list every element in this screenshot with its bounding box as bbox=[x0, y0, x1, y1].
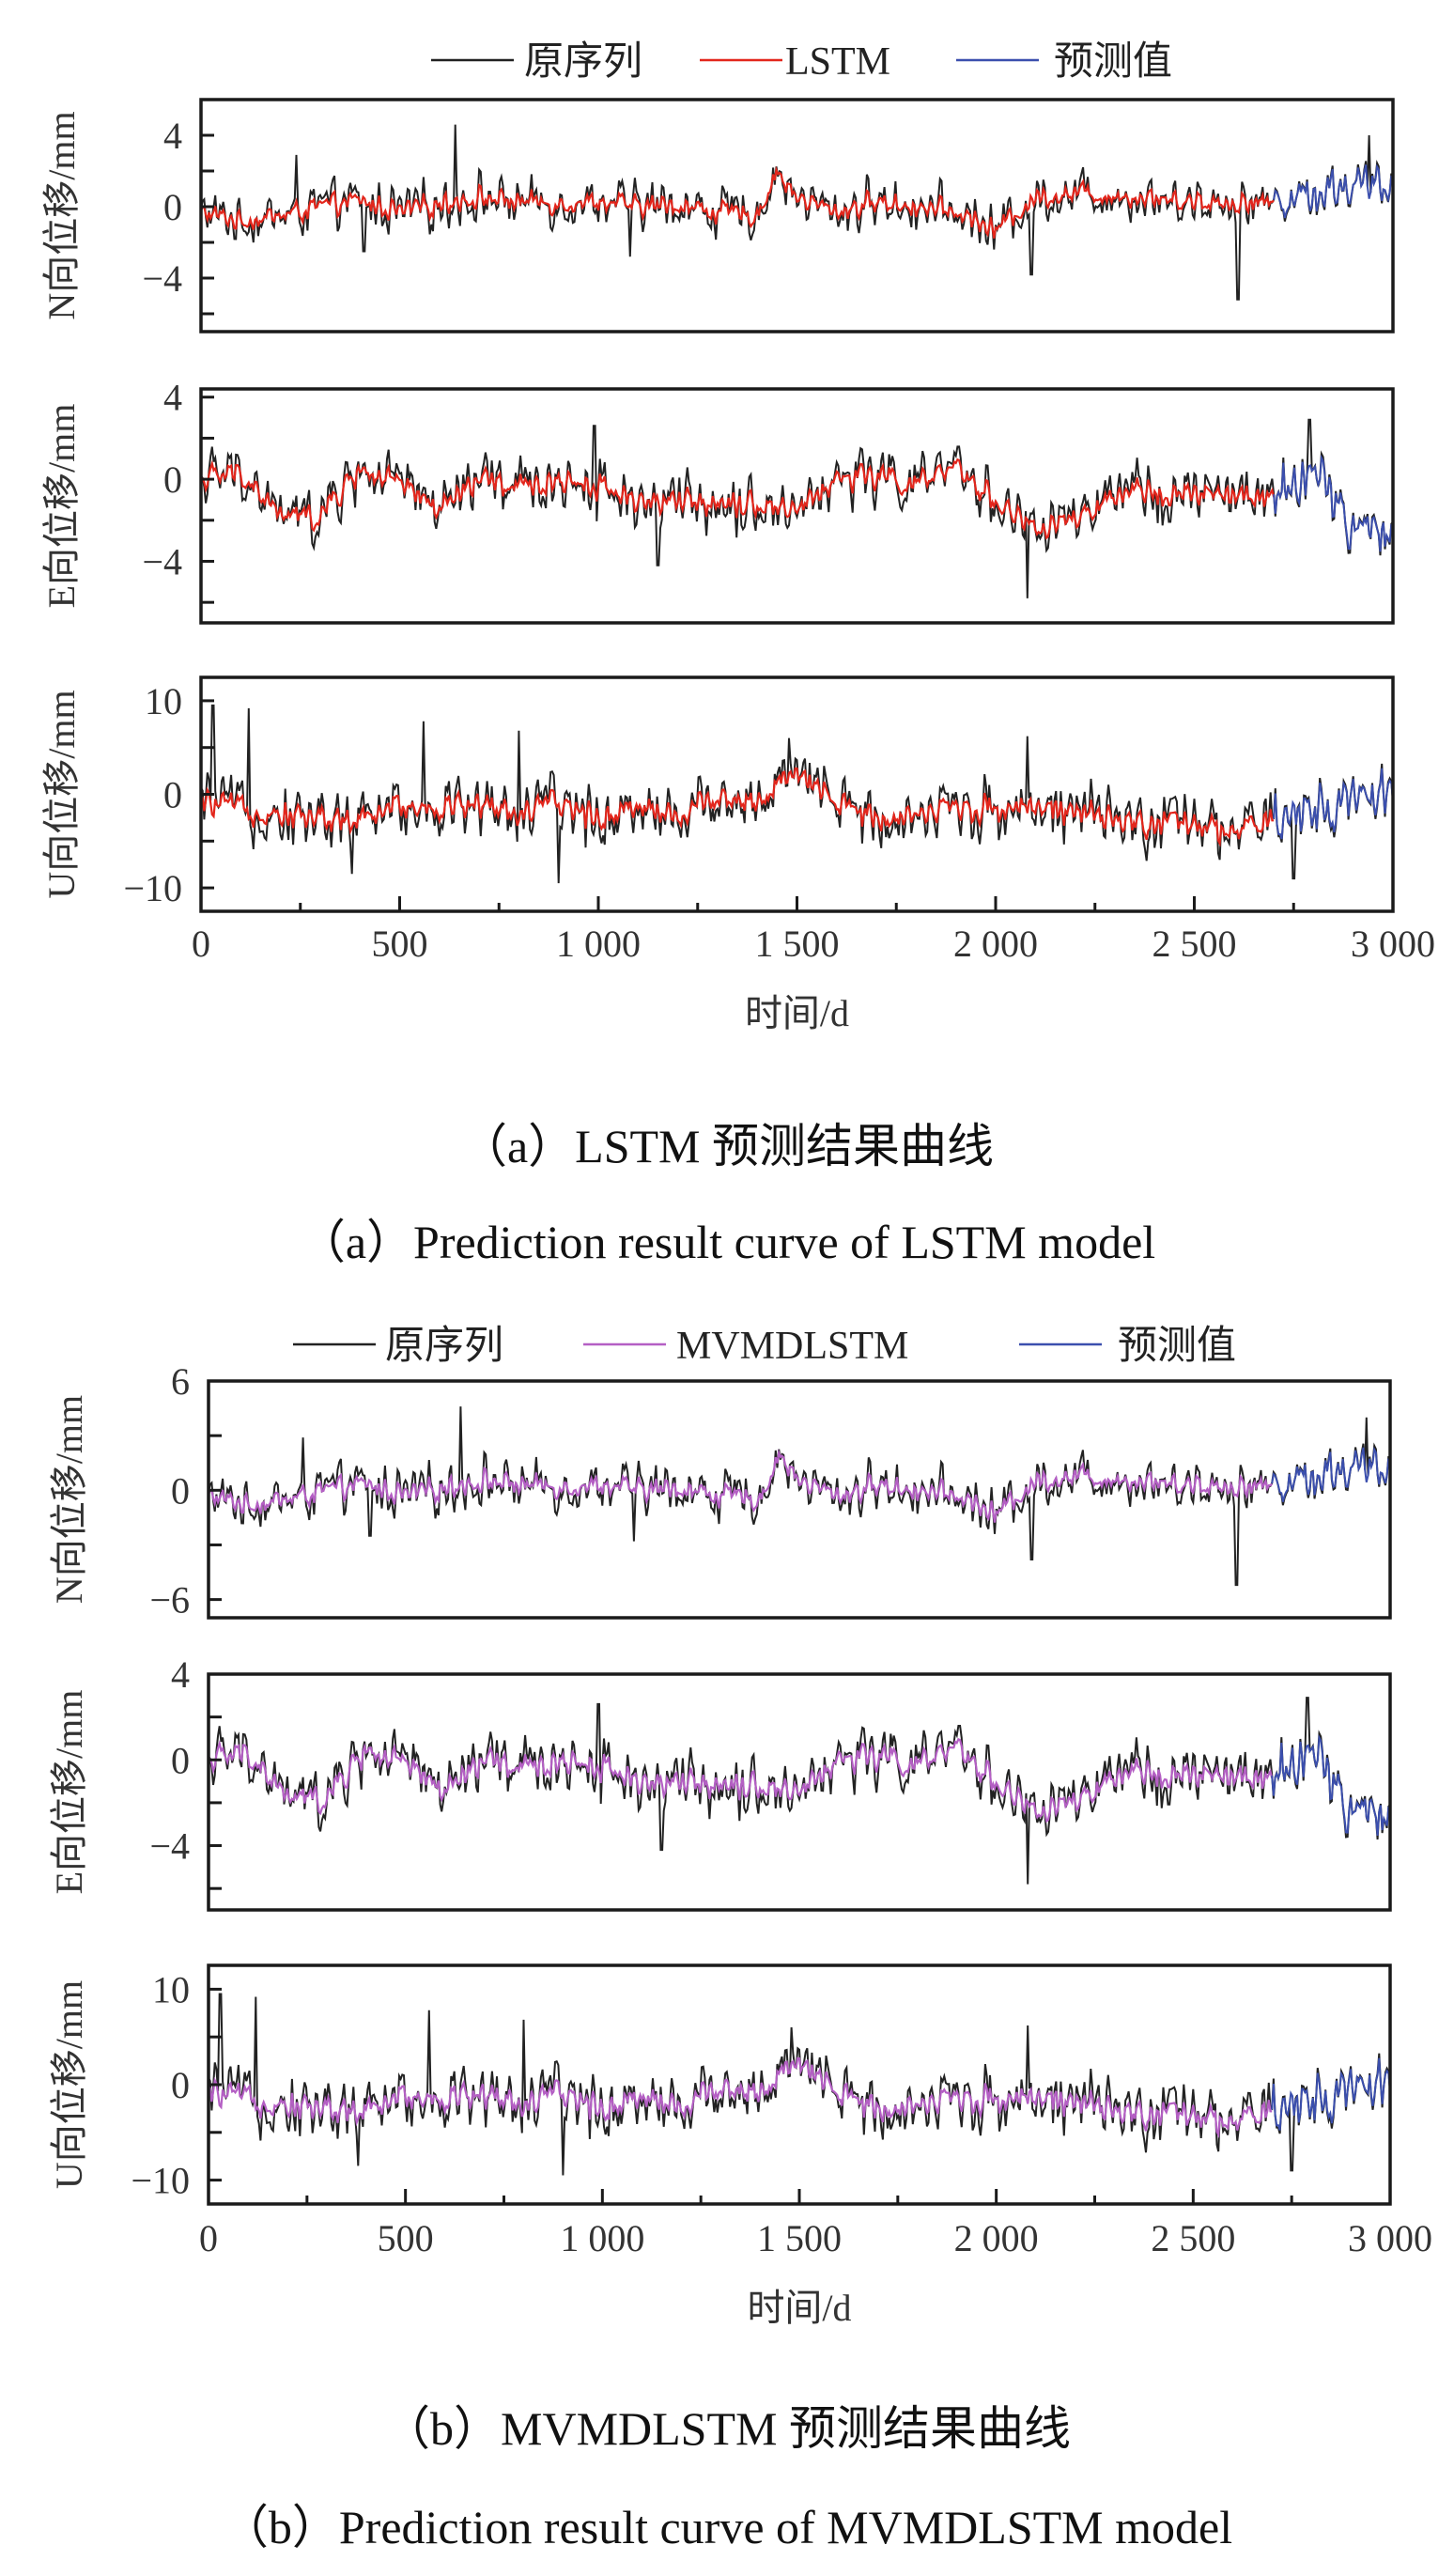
x-axis-label: 时间/d bbox=[747, 2287, 851, 2329]
series-prediction bbox=[1271, 2057, 1390, 2131]
series-original bbox=[209, 1697, 1390, 1885]
x-tick-label: 3 000 bbox=[1348, 2217, 1432, 2259]
caption-a-cn: （a）LSTM 预测结果曲线 bbox=[459, 1120, 995, 1172]
series-original bbox=[201, 124, 1393, 301]
legend-label: 预测值 bbox=[1054, 40, 1172, 84]
series-group bbox=[209, 1697, 1390, 1885]
x-tick-label: 2 500 bbox=[1151, 2217, 1235, 2259]
legend-item: 预测值 bbox=[956, 40, 1172, 84]
y-tick-label: −6 bbox=[149, 1579, 190, 1622]
chart-figure-a: 原序列 LSTM 预测值−404N向位移/mm−404E向位移/mm−10010U向… bbox=[40, 40, 1435, 1034]
legend-item: 原序列 bbox=[293, 1325, 503, 1368]
legend: 原序列 LSTM 预测值 bbox=[431, 40, 1172, 84]
plot-frame bbox=[199, 387, 1395, 625]
panel-e: −4 0 4 E向位移/mm bbox=[48, 1653, 1392, 1912]
series-model bbox=[209, 1449, 1273, 1523]
legend: 原序列 MVMDLSTM 预测值 bbox=[293, 1325, 1236, 1368]
series-group bbox=[209, 1993, 1390, 2176]
x-tick-label: 1 500 bbox=[755, 923, 840, 965]
y-tick-label: −10 bbox=[123, 867, 182, 909]
y-tick-label: 4 bbox=[163, 377, 182, 419]
x-tick-label: 1 000 bbox=[560, 2217, 644, 2259]
series-group bbox=[209, 1406, 1390, 1587]
legend-item: 原序列 bbox=[431, 40, 642, 84]
x-axis-label: 时间/d bbox=[745, 992, 849, 1034]
x-tick-label: 2 000 bbox=[954, 2217, 1039, 2259]
x-tick-label: 1 000 bbox=[556, 923, 641, 965]
series-group bbox=[201, 418, 1393, 598]
series-original bbox=[209, 1993, 1390, 2176]
x-tick-label: 1 500 bbox=[757, 2217, 842, 2259]
plot-frame bbox=[207, 1672, 1392, 1912]
y-axis-label: E向位移/mm bbox=[48, 1690, 90, 1895]
series-model bbox=[201, 458, 1276, 540]
series-prediction bbox=[1271, 1446, 1390, 1502]
series-original bbox=[209, 1406, 1390, 1587]
y-tick-label: −4 bbox=[142, 540, 182, 582]
legend-label: LSTM bbox=[785, 40, 890, 84]
y-tick-label: 0 bbox=[163, 458, 182, 501]
y-tick-label: −4 bbox=[142, 257, 182, 300]
legend-item: 预测值 bbox=[1019, 1325, 1236, 1368]
chart-figure-b: 原序列 MVMDLSTM 预测值−606N向位移/mm−404E向位移/mm−100… bbox=[48, 1325, 1432, 2329]
legend-item: LSTM bbox=[700, 40, 890, 84]
y-tick-label: 0 bbox=[163, 186, 182, 228]
y-tick-label: 0 bbox=[171, 2064, 190, 2106]
y-axis-label: U向位移/mm bbox=[48, 1980, 90, 2189]
series-prediction bbox=[1273, 454, 1393, 552]
y-axis-label: E向位移/mm bbox=[40, 404, 83, 609]
panel-n: −4 0 4 N向位移/mm bbox=[40, 98, 1395, 334]
panel-e: −4 0 4 E向位移/mm bbox=[40, 377, 1395, 625]
panel-n: −6 0 6 N向位移/mm bbox=[48, 1360, 1392, 1622]
legend-label: 原序列 bbox=[385, 1325, 503, 1368]
caption-b-en: （b）Prediction result curve of MVMDLSTM m… bbox=[221, 2501, 1233, 2553]
x-tick-label: 500 bbox=[372, 923, 428, 965]
caption-b-cn: （b）MVMDLSTM 预测结果曲线 bbox=[383, 2402, 1071, 2455]
plot-frame bbox=[199, 675, 1395, 913]
y-axis-label: N向位移/mm bbox=[40, 111, 83, 319]
y-tick-label: 10 bbox=[145, 680, 182, 722]
plot-frame bbox=[207, 1963, 1392, 2206]
legend-label: 原序列 bbox=[524, 40, 642, 84]
series-model bbox=[201, 165, 1275, 239]
series-prediction bbox=[1273, 163, 1393, 219]
legend-label: 预测值 bbox=[1118, 1325, 1236, 1368]
series-group bbox=[201, 124, 1393, 301]
series-model bbox=[209, 2056, 1273, 2139]
y-axis-label: N向位移/mm bbox=[48, 1395, 90, 1604]
series-original bbox=[201, 704, 1393, 884]
y-tick-label: −4 bbox=[149, 1825, 190, 1868]
plot-frame bbox=[199, 98, 1395, 334]
y-tick-label: 0 bbox=[171, 1469, 190, 1512]
y-tick-label: 4 bbox=[163, 115, 182, 157]
series-original bbox=[201, 418, 1393, 598]
y-tick-label: −10 bbox=[131, 2160, 190, 2202]
x-tick-label: 2 500 bbox=[1152, 923, 1237, 965]
series-prediction bbox=[1271, 1733, 1390, 1836]
series-prediction bbox=[1273, 768, 1393, 840]
x-tick-label: 3 000 bbox=[1351, 923, 1435, 965]
x-tick-label: 500 bbox=[378, 2217, 434, 2259]
series-group bbox=[201, 704, 1393, 884]
y-tick-label: 0 bbox=[171, 1739, 190, 1781]
y-tick-label: 4 bbox=[171, 1653, 190, 1696]
series-model bbox=[201, 767, 1275, 847]
y-axis-label: U向位移/mm bbox=[40, 690, 83, 898]
y-tick-label: 6 bbox=[171, 1360, 190, 1403]
caption-a-en: （a）Prediction result curve of LSTM model bbox=[298, 1216, 1156, 1268]
y-tick-label: 0 bbox=[163, 774, 182, 816]
y-tick-label: 10 bbox=[152, 1968, 190, 2010]
x-tick-label: 0 bbox=[192, 923, 210, 965]
plot-frame bbox=[207, 1379, 1392, 1620]
x-tick-label: 2 000 bbox=[953, 923, 1038, 965]
x-tick-label: 0 bbox=[199, 2217, 218, 2259]
legend-label: MVMDLSTM bbox=[676, 1325, 908, 1368]
legend-item: MVMDLSTM bbox=[583, 1325, 908, 1368]
series-model bbox=[209, 1737, 1274, 1823]
